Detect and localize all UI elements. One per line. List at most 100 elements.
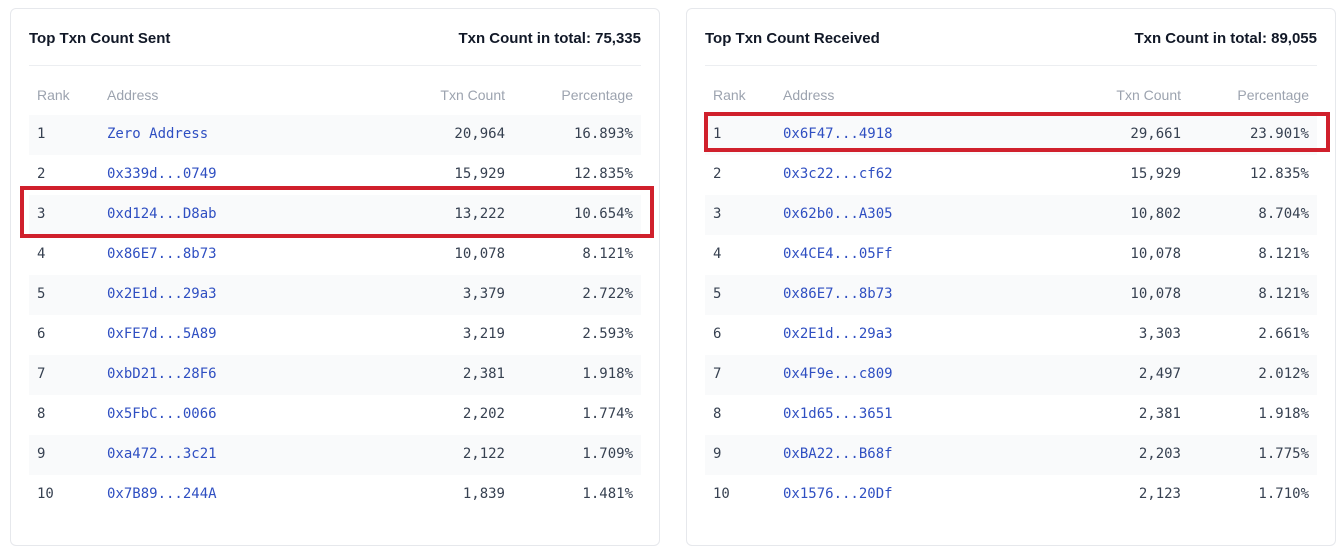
total-count: Txn Count in total89,055 [1134,30,1317,47]
table-row: 1 Zero Address 20,964 16.893% [29,115,641,155]
table-row: 2 0x339d...0749 15,929 12.835% [29,155,641,195]
column-header-percentage: Percentage [561,87,633,103]
txn-count-cell: 2,123 [1138,486,1181,502]
percentage-cell: 8.121% [1258,286,1309,302]
txn-count-cell: 3,219 [462,326,505,342]
percentage-cell: 8.121% [1258,246,1309,262]
percentage-cell: 8.121% [582,246,633,262]
address-link[interactable]: 0xFE7d...5A89 [107,326,217,342]
txn-count-cell: 20,964 [454,126,505,142]
address-link[interactable]: 0xBA22...B68f [783,446,893,462]
percentage-cell: 16.893% [573,126,633,142]
address-link[interactable]: 0x2E1d...29a3 [107,286,217,302]
percentage-cell: 1.481% [582,486,633,502]
top-sent-panel: Top Txn Count Sent Txn Count in total75,… [10,8,660,546]
total-count-value: 89,055 [1271,30,1317,47]
table-header: Rank Address Txn Count Percentage [705,75,1317,115]
table-row: 4 0x4CE4...05Ff 10,078 8.121% [705,235,1317,275]
address-link[interactable]: 0xbD21...28F6 [107,366,217,382]
column-header-txn-count: Txn Count [1116,87,1181,103]
address-link[interactable]: 0x7B89...244A [107,486,217,502]
percentage-cell: 2.012% [1258,366,1309,382]
panel-header: Top Txn Count Received Txn Count in tota… [705,9,1317,66]
table-row: 9 0xa472...3c21 2,122 1.709% [29,435,641,475]
address-link[interactable]: 0x3c22...cf62 [783,166,893,182]
txn-count-cell: 3,379 [462,286,505,302]
rank-cell: 2 [713,166,722,182]
address-link[interactable]: 0x62b0...A305 [783,206,893,222]
panel-title: Top Txn Count Sent [29,30,171,47]
total-count-label: Txn Count in total [458,30,595,47]
address-link[interactable]: 0x86E7...8b73 [107,246,217,262]
address-link[interactable]: 0x6F47...4918 [783,126,893,142]
address-link[interactable]: 0x2E1d...29a3 [783,326,893,342]
rank-cell: 8 [37,406,46,422]
rank-cell: 9 [37,446,46,462]
txn-count-cell: 15,929 [1130,166,1181,182]
percentage-cell: 1.918% [1258,406,1309,422]
total-count-value: 75,335 [595,30,641,47]
table-row: 3 0xd124...D8ab 13,222 10.654% [29,195,641,235]
rank-cell: 5 [713,286,722,302]
column-header-rank: Rank [713,87,746,103]
panel-title: Top Txn Count Received [705,30,880,47]
txn-count-cell: 10,078 [454,246,505,262]
table-row: 2 0x3c22...cf62 15,929 12.835% [705,155,1317,195]
column-header-percentage: Percentage [1237,87,1309,103]
table-row: 7 0xbD21...28F6 2,381 1.918% [29,355,641,395]
table-row: 8 0x1d65...3651 2,381 1.918% [705,395,1317,435]
table-row: 5 0x2E1d...29a3 3,379 2.722% [29,275,641,315]
percentage-cell: 1.918% [582,366,633,382]
percentage-cell: 2.661% [1258,326,1309,342]
rank-cell: 3 [713,206,722,222]
rank-cell: 4 [713,246,722,262]
rank-cell: 10 [37,486,54,502]
txn-count-cell: 1,839 [462,486,505,502]
txn-count-cell: 10,802 [1130,206,1181,222]
table-header: Rank Address Txn Count Percentage [29,75,641,115]
txn-count-cell: 15,929 [454,166,505,182]
table-row: 10 0x1576...20Df 2,123 1.710% [705,475,1317,515]
received-table: Rank Address Txn Count Percentage 1 0x6F… [705,75,1317,515]
panel-header: Top Txn Count Sent Txn Count in total75,… [29,9,641,66]
rank-cell: 2 [37,166,46,182]
txn-count-cell: 2,381 [1138,406,1181,422]
table-row: 7 0x4F9e...c809 2,497 2.012% [705,355,1317,395]
table-row: 3 0x62b0...A305 10,802 8.704% [705,195,1317,235]
txn-count-cell: 3,303 [1138,326,1181,342]
rank-cell: 1 [713,126,722,142]
rank-cell: 8 [713,406,722,422]
column-header-address: Address [783,87,835,103]
column-header-txn-count: Txn Count [440,87,505,103]
percentage-cell: 1.774% [582,406,633,422]
address-link[interactable]: 0x1576...20Df [783,486,893,502]
percentage-cell: 2.593% [582,326,633,342]
address-link[interactable]: 0x4CE4...05Ff [783,246,893,262]
percentage-cell: 10.654% [573,206,633,222]
rank-cell: 4 [37,246,46,262]
table-row: 5 0x86E7...8b73 10,078 8.121% [705,275,1317,315]
table-body: 1 Zero Address 20,964 16.893% 2 0x339d..… [29,115,641,515]
rank-cell: 3 [37,206,46,222]
address-link[interactable]: 0xd124...D8ab [107,206,217,222]
top-received-panel: Top Txn Count Received Txn Count in tota… [686,8,1336,546]
table-row: 6 0xFE7d...5A89 3,219 2.593% [29,315,641,355]
address-link[interactable]: Zero Address [107,126,209,142]
column-header-address: Address [107,87,159,103]
percentage-cell: 12.835% [1249,166,1309,182]
rank-cell: 6 [37,326,46,342]
txn-count-cell: 10,078 [1130,246,1181,262]
txn-count-cell: 2,203 [1138,446,1181,462]
txn-count-cell: 2,122 [462,446,505,462]
percentage-cell: 12.835% [573,166,633,182]
address-link[interactable]: 0x4F9e...c809 [783,366,893,382]
percentage-cell: 8.704% [1258,206,1309,222]
address-link[interactable]: 0x5FbC...0066 [107,406,217,422]
address-link[interactable]: 0x86E7...8b73 [783,286,893,302]
address-link[interactable]: 0x1d65...3651 [783,406,893,422]
total-count-label: Txn Count in total [1134,30,1271,47]
address-link[interactable]: 0xa472...3c21 [107,446,217,462]
address-link[interactable]: 0x339d...0749 [107,166,217,182]
percentage-cell: 2.722% [582,286,633,302]
txn-count-cell: 13,222 [454,206,505,222]
